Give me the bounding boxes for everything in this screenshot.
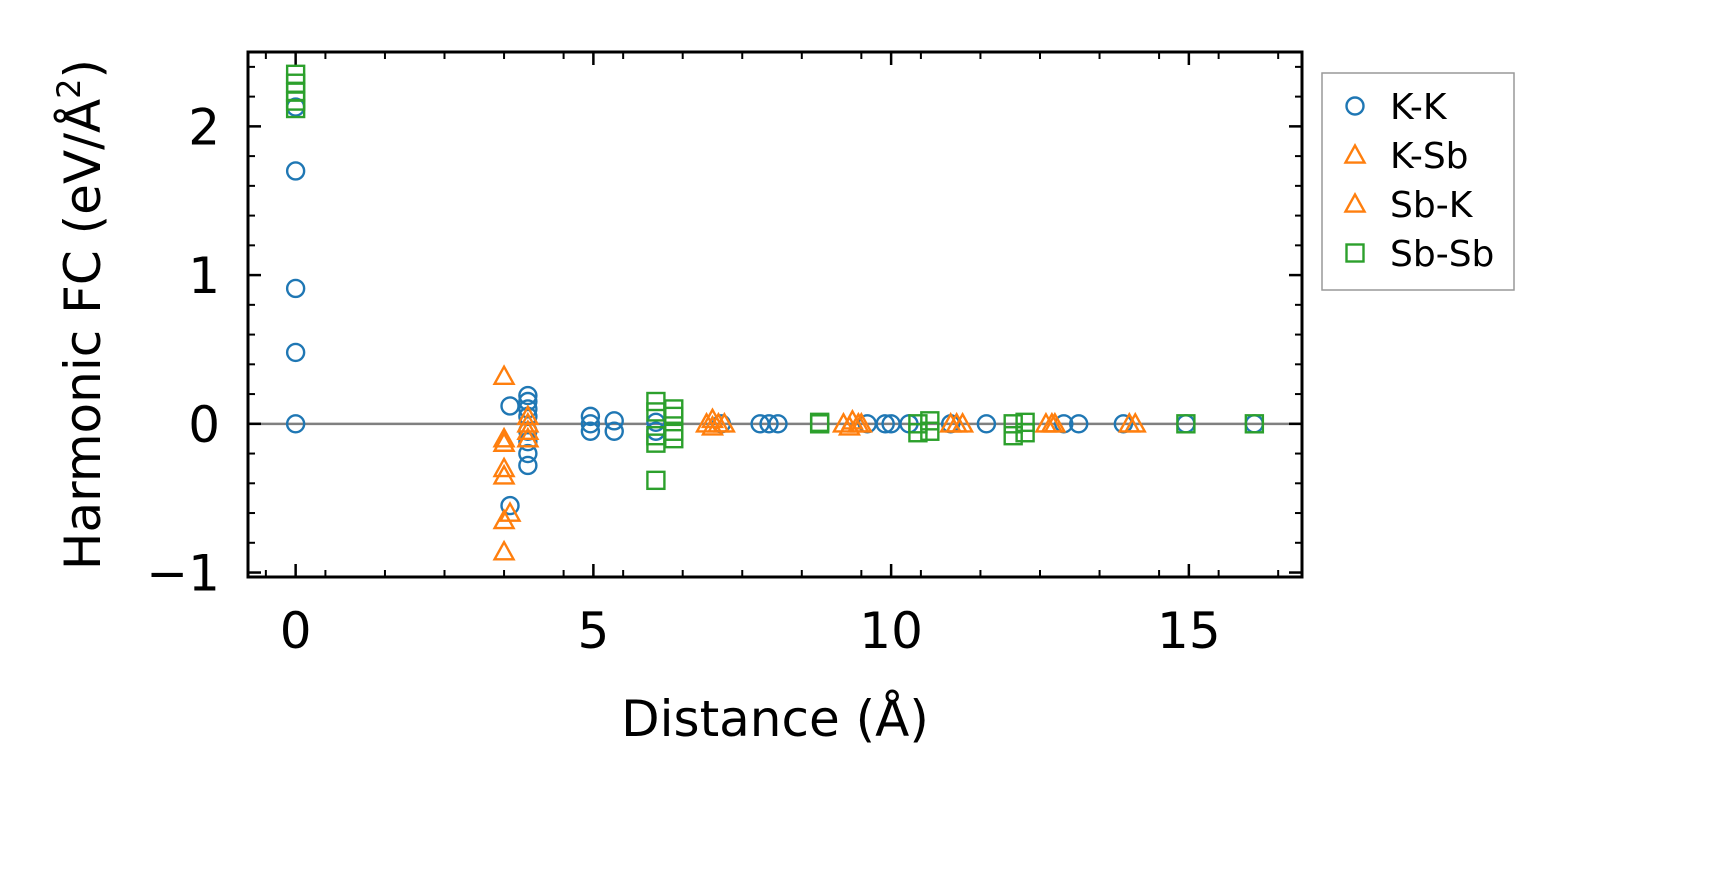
y-axis-label: Harmonic FC (eV/Å2) xyxy=(50,59,112,570)
legend-marker-sb-sb xyxy=(1345,243,1365,263)
x-tick-label: 15 xyxy=(1157,602,1221,660)
data-point-k-sb xyxy=(492,539,516,561)
data-point-k-k xyxy=(500,396,520,416)
legend-entry: K-K xyxy=(1345,87,1448,128)
y-axis-label-close: ) xyxy=(54,59,112,79)
data-point-sb-k xyxy=(492,463,516,485)
data-point-k-k xyxy=(518,443,538,464)
data-point-k-k xyxy=(580,406,601,427)
data-point-k-sb xyxy=(492,456,516,478)
data-point-sb-sb xyxy=(1176,414,1196,434)
major-ticks xyxy=(248,52,1302,577)
data-point-sb-k xyxy=(1123,411,1147,433)
legend-entry: Sb-Sb xyxy=(1345,234,1494,275)
data-point-k-k xyxy=(768,414,788,434)
data-point-sb-k xyxy=(945,411,969,433)
legend-entry: K-Sb xyxy=(1343,136,1469,177)
y-tick-label: 1 xyxy=(188,247,220,305)
data-point-k-k xyxy=(759,414,779,434)
data-point-k-k xyxy=(518,431,538,452)
legend-entry: Sb-K xyxy=(1343,185,1474,226)
data-point-sb-sb xyxy=(664,406,684,427)
y-axis-label-superscript: 2 xyxy=(50,78,88,98)
legend-label: K-K xyxy=(1390,87,1448,128)
data-point-sb-sb xyxy=(285,98,306,119)
data-point-k-k xyxy=(518,391,538,412)
x-axis-label: Distance (Å) xyxy=(621,690,929,748)
data-point-sb-k xyxy=(712,411,736,433)
data-point-sb-sb xyxy=(664,428,684,449)
legend-label: K-Sb xyxy=(1390,136,1469,177)
data-point-k-k xyxy=(518,385,538,406)
data-markers xyxy=(285,64,1265,561)
data-point-sb-sb xyxy=(809,412,830,433)
data-point-k-k xyxy=(580,414,601,434)
data-point-k-sb xyxy=(492,426,516,448)
y-tick-labels: −1 0 1 2 xyxy=(146,98,220,602)
data-point-k-k xyxy=(285,342,306,363)
series-k-sb xyxy=(492,364,1141,561)
data-point-sb-sb xyxy=(908,423,928,443)
data-point-k-sb xyxy=(492,364,516,386)
data-point-sb-k xyxy=(846,411,870,433)
legend-marker-k-k xyxy=(1345,96,1365,116)
data-point-k-k xyxy=(518,455,538,476)
data-point-sb-k xyxy=(492,431,516,452)
data-point-sb-sb xyxy=(1244,414,1265,434)
series-sb-sb xyxy=(285,64,1265,491)
data-point-k-k xyxy=(500,495,520,516)
x-tick-label: 10 xyxy=(859,602,923,660)
data-point-sb-sb xyxy=(646,391,666,412)
data-point-k-k xyxy=(604,411,624,431)
legend-marker-sb-k xyxy=(1343,192,1367,213)
series-k-k xyxy=(285,97,1265,516)
data-point-k-k xyxy=(580,421,601,441)
data-point-sb-sb xyxy=(920,421,940,441)
x-tick-labels: 0 5 10 15 xyxy=(280,602,1221,660)
series-sb-k xyxy=(492,411,1147,522)
data-point-k-k xyxy=(285,414,306,434)
data-point-k-k xyxy=(518,399,538,419)
data-point-sb-sb xyxy=(1015,412,1035,433)
data-point-k-k xyxy=(976,414,997,434)
data-point-sb-sb xyxy=(646,470,666,491)
y-tick-label: 2 xyxy=(188,98,220,156)
x-tick-label: 0 xyxy=(280,602,312,660)
legend-box xyxy=(1321,72,1515,291)
data-point-k-k xyxy=(875,414,895,434)
data-point-k-sb xyxy=(831,411,856,433)
x-tick-label: 5 xyxy=(577,602,609,660)
data-point-k-k xyxy=(285,278,306,299)
data-point-sb-k xyxy=(516,426,540,448)
legend: K-K K-Sb Sb-K Sb-Sb xyxy=(1321,72,1515,291)
y-tick-label: −1 xyxy=(146,545,220,603)
data-point-sb-k xyxy=(498,501,522,522)
data-point-sb-k xyxy=(837,414,861,436)
plot-frame xyxy=(246,50,1304,579)
data-point-sb-sb xyxy=(1015,423,1035,443)
data-point-k-sb xyxy=(694,411,719,433)
legend-label: Sb-K xyxy=(1390,185,1474,226)
data-point-k-k xyxy=(604,421,624,441)
data-point-k-k xyxy=(285,161,306,181)
data-point-sb-sb xyxy=(920,411,940,431)
y-axis-label-main: Harmonic FC (eV/Å xyxy=(54,99,112,570)
data-point-sb-sb xyxy=(1003,426,1023,446)
legend-marker-k-sb xyxy=(1343,143,1367,164)
data-point-sb-k xyxy=(1040,411,1064,433)
legend-entries: K-K K-Sb Sb-K Sb-Sb xyxy=(1343,87,1494,275)
data-point-k-k xyxy=(1068,414,1089,434)
minor-ticks xyxy=(248,52,1302,577)
y-tick-label: 0 xyxy=(188,396,220,454)
legend-label: Sb-Sb xyxy=(1390,234,1494,275)
